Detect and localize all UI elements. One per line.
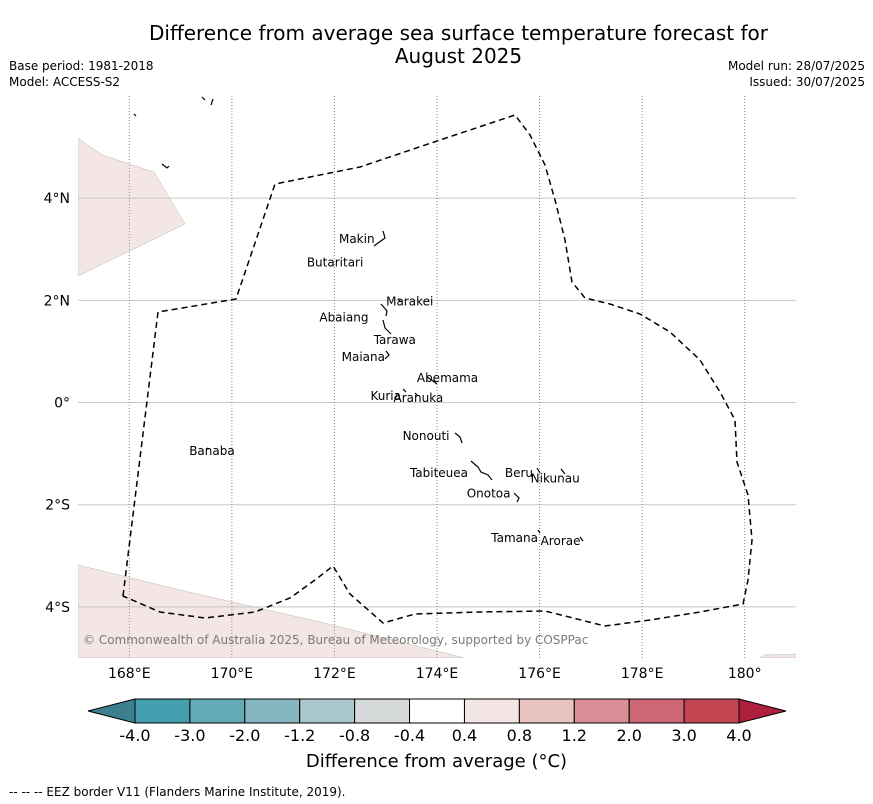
colorbar-segment <box>134 698 191 724</box>
title-line-1: Difference from average sea surface temp… <box>148 21 768 45</box>
place-label: Maiana <box>342 350 385 364</box>
colorbar-tick-label: -3.0 <box>174 726 205 745</box>
island-nikunau <box>560 468 566 475</box>
island-tarawa <box>382 319 392 335</box>
colorbar-segment <box>354 698 411 724</box>
lat-tick-label: 0° <box>54 396 70 412</box>
place-label: Abemama <box>417 371 478 385</box>
island-abaiang <box>380 303 388 317</box>
eez-border <box>122 114 753 627</box>
colorbar-tick-label: 3.0 <box>671 726 696 745</box>
colorbar-tick-label: 0.4 <box>452 726 477 745</box>
place-labels: Makin Butaritari Marakei Abaiang Tarawa Maian… <box>189 232 580 548</box>
island-north-2 <box>201 96 214 106</box>
colorbar-tick-label: 0.8 <box>507 726 532 745</box>
colorbar-tick-label: -2.0 <box>229 726 260 745</box>
lon-tick-label: 178°E <box>621 666 664 682</box>
colorbar-upper-extend <box>738 698 787 724</box>
anomaly-shading-southeast <box>759 653 796 658</box>
lon-tick-label: 168°E <box>108 666 151 682</box>
island-marakei <box>397 298 402 303</box>
colorbar-segment <box>683 698 740 724</box>
place-label: Tabiteuea <box>409 466 468 480</box>
place-label: Tarawa <box>373 333 416 347</box>
colorbar-tick-label: -0.8 <box>339 726 370 745</box>
colorbar-segment <box>409 698 465 724</box>
island-arorae <box>579 536 584 542</box>
issue-info: Model run: 28/07/2025 Issued: 30/07/2025 <box>728 58 865 90</box>
colorbar-label: Difference from average (°C) <box>305 751 568 772</box>
place-label: Marakei <box>386 294 433 308</box>
base-period: Base period: 1981-2018 <box>9 59 154 73</box>
anomaly-shading-southwest <box>78 564 466 658</box>
lat-tick-label: 4°N <box>44 191 70 207</box>
colorbar-segment <box>628 698 685 724</box>
place-label: Nikunau <box>531 472 580 486</box>
lat-tick-label: 2°N <box>44 293 70 309</box>
colorbar: -4.0 -3.0 -2.0 -1.2 -0.8 -0.4 0.4 0.8 1.2 2.0 3.0 4… <box>87 698 787 745</box>
place-label: Makin <box>339 232 375 246</box>
colorbar-tick-label: 2.0 <box>616 726 641 745</box>
issued-date: Issued: 30/07/2025 <box>749 75 865 89</box>
place-label: Beru <box>505 466 533 480</box>
anomaly-shading-northwest <box>78 137 186 277</box>
colorbar-segment <box>573 698 630 724</box>
colorbar-segment <box>244 698 301 724</box>
islands <box>133 96 584 542</box>
place-label: Banaba <box>189 444 235 458</box>
island-makin <box>373 230 386 247</box>
lon-tick-label: 170°E <box>211 666 254 682</box>
lon-tick-label: 176°E <box>518 666 561 682</box>
island-onotoa <box>513 492 520 503</box>
island-kuria <box>402 388 407 393</box>
axis-labels: 4°N 2°N 0° 2°S 4°S 168°E 170°E 172°E 174°E 176°E 1… <box>44 191 762 682</box>
place-label: Aranuka <box>393 391 443 405</box>
place-label: Arorae <box>541 534 581 548</box>
island-aranuka <box>414 392 419 397</box>
island-banaba <box>206 447 210 450</box>
map-area: Makin Butaritari Marakei Abaiang Tarawa Maian… <box>78 96 796 658</box>
island-tabiteuea <box>470 460 493 481</box>
colorbar-tick-label: -4.0 <box>119 726 150 745</box>
lon-tick-label: 172°E <box>313 666 356 682</box>
place-label: Onotoa <box>467 487 511 501</box>
island-abemama <box>426 376 438 385</box>
colorbar-segment <box>518 698 575 724</box>
island-beru <box>536 467 541 474</box>
colorbar-tick-label: 4.0 <box>726 726 751 745</box>
island-nonouti <box>454 432 463 444</box>
place-label: Butaritari <box>307 255 364 269</box>
map-title: Difference from average sea surface temp… <box>90 22 827 68</box>
place-label: Nonouti <box>403 429 450 443</box>
lat-tick-label: 2°S <box>45 498 70 514</box>
model-run: Model run: 28/07/2025 <box>727 59 865 73</box>
lon-tick-label: 180° <box>728 666 762 682</box>
place-label: Tamana <box>490 531 538 545</box>
copyright-notice: © Commonwealth of Australia 2025, Bureau… <box>83 633 588 647</box>
title-line-2: August 2025 <box>394 44 523 68</box>
island-north-3 <box>161 163 170 169</box>
graticule <box>78 96 796 658</box>
island-tamana <box>537 529 541 534</box>
colorbar-tick-label: -1.2 <box>284 726 315 745</box>
colorbar-segment <box>463 698 520 724</box>
model-info: Base period: 1981-2018 Model: ACCESS-S2 <box>9 58 154 90</box>
colorbar-tick-label: 1.2 <box>562 726 587 745</box>
colorbar-lower-extend <box>87 698 136 724</box>
eez-legend-note: -- -- -- EEZ border V11 (Flanders Marine… <box>9 785 346 799</box>
island-maiana <box>384 350 390 360</box>
lat-tick-label: 4°S <box>45 600 70 616</box>
lon-tick-label: 174°E <box>416 666 459 682</box>
place-label: Abaiang <box>319 311 368 325</box>
colorbar-segment <box>299 698 356 724</box>
colorbar-segment <box>189 698 246 724</box>
island-north-1 <box>133 113 137 117</box>
place-label: Kuria <box>371 389 402 403</box>
colorbar-tick-label: -0.4 <box>394 726 425 745</box>
model-name: Model: ACCESS-S2 <box>9 75 121 89</box>
